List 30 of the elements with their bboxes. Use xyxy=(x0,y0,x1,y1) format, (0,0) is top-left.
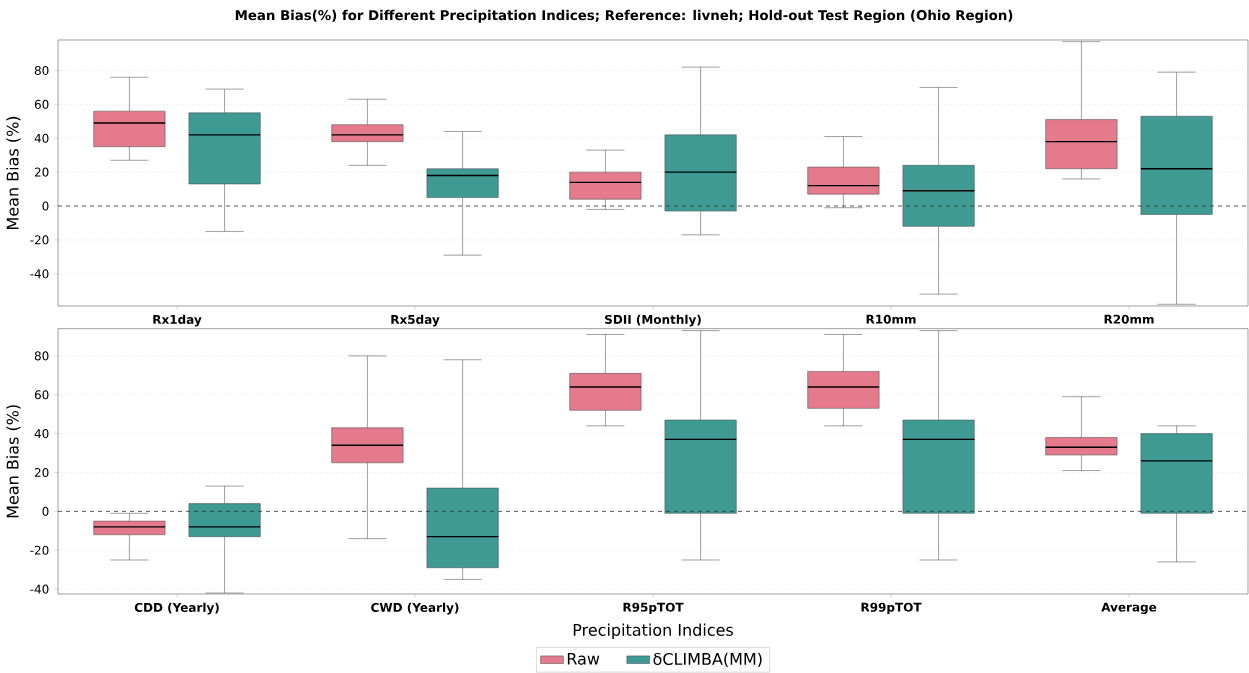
x-tick-label: R99pTOT xyxy=(861,602,922,615)
x-tick-label: Rx1day xyxy=(153,314,202,327)
chart-title: Mean Bias(%) for Different Precipitation Indices; Reference: livneh; Hold-out Test Region (Ohio Region) xyxy=(235,9,1013,23)
legend-label: δCLIMBA(MM) xyxy=(653,652,762,667)
x-axis-title: Precipitation Indices xyxy=(573,623,733,640)
y-axis-title: Mean Bias (%) xyxy=(6,405,21,518)
x-tick-label: R20mm xyxy=(1104,314,1154,324)
y-tick-label: -40 xyxy=(30,269,49,279)
x-tick-label: R10mm xyxy=(866,314,916,324)
x-tick-label: Rx5day xyxy=(391,314,440,327)
y-tick-label: 40 xyxy=(34,133,49,143)
x-tick-label: CDD (Yearly) xyxy=(134,602,219,615)
y-tick-label: 20 xyxy=(34,467,49,478)
y-tick-label: 80 xyxy=(34,351,49,361)
y-tick-label: 0 xyxy=(42,506,49,516)
y-tick-label: 60 xyxy=(34,390,49,400)
y-tick-label: -40 xyxy=(30,584,49,594)
x-tick-label: CWD (Yearly) xyxy=(371,602,459,615)
x-tick-label: R95pTOT xyxy=(623,602,684,615)
x-tick-label: SDII (Monthly) xyxy=(605,314,701,327)
y-tick-label: 60 xyxy=(34,99,49,109)
y-tick-label: 20 xyxy=(34,167,49,177)
y-tick-label: 40 xyxy=(34,429,49,439)
y-tick-label: 80 xyxy=(34,65,49,76)
x-tick-label: Average xyxy=(1101,602,1157,615)
y-tick-label: -20 xyxy=(30,235,49,245)
legend-label: Raw xyxy=(567,652,600,665)
y-axis-title: Mean Bias (%) xyxy=(6,116,21,229)
y-tick-label: -20 xyxy=(30,545,49,555)
y-tick-label: 0 xyxy=(42,201,49,211)
